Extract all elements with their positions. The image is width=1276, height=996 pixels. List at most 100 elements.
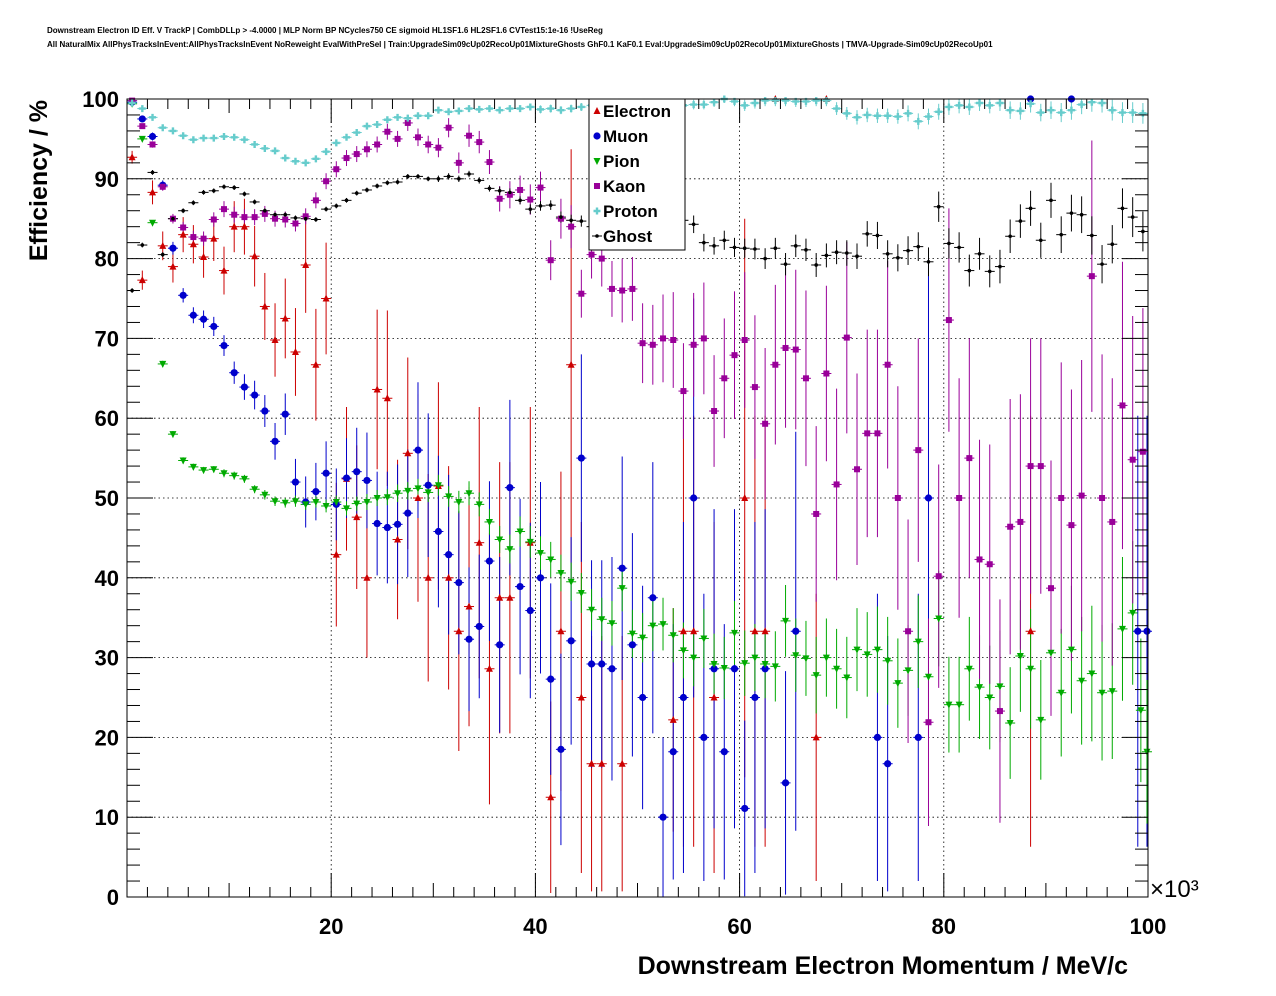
proton-data-point — [1006, 106, 1014, 114]
pion-data-point — [281, 499, 289, 507]
kaon-data-point — [496, 195, 503, 202]
kaon-data-point — [568, 223, 575, 230]
pion-data-point — [149, 219, 157, 227]
pion-data-point — [475, 501, 483, 509]
pion-data-point — [200, 467, 208, 475]
kaon-data-point — [414, 134, 421, 141]
legend-entry-electron: Electron — [603, 102, 671, 121]
ghost-data-point — [1141, 229, 1145, 234]
proton-data-point — [1078, 101, 1086, 109]
ghost-data-point — [436, 177, 441, 181]
kaon-data-point — [384, 128, 391, 135]
kaon-data-point — [1119, 402, 1126, 409]
kaon-data-point — [629, 285, 636, 292]
proton-data-point — [424, 112, 432, 120]
kaon-data-point — [762, 420, 769, 427]
proton-data-point — [200, 134, 208, 142]
pion-data-point — [271, 498, 279, 506]
chart-header-line-1: Downstream Electron ID Eff. V TrackP | C… — [47, 26, 603, 35]
proton-data-point — [159, 124, 167, 132]
ghost-data-point — [834, 250, 839, 255]
pion-data-point — [230, 472, 238, 480]
ghost-data-point — [987, 269, 992, 274]
electron-data-point — [251, 252, 259, 260]
muon-data-point — [271, 437, 279, 445]
legend-marker-kaon — [594, 183, 600, 189]
electron-data-point — [812, 733, 820, 741]
proton-data-point — [220, 133, 228, 141]
kaon-data-point — [486, 159, 493, 166]
pion-data-point — [720, 664, 728, 672]
proton-data-point — [496, 106, 504, 114]
electron-data-point — [230, 222, 238, 230]
kaon-data-point — [190, 234, 197, 241]
muon-data-point — [884, 760, 892, 768]
pion-data-point — [1037, 716, 1045, 724]
pion-data-point — [669, 632, 677, 640]
electron-data-point — [669, 715, 677, 723]
ghost-data-point — [1090, 233, 1094, 238]
muon-data-point — [547, 675, 555, 683]
pion-data-point — [353, 500, 361, 508]
proton-data-point — [210, 134, 218, 142]
ghost-data-point — [385, 180, 390, 185]
electron-data-point — [149, 188, 157, 196]
pion-data-point — [751, 654, 759, 662]
ghost-data-point — [211, 188, 216, 193]
proton-data-point — [302, 159, 310, 167]
pion-data-point — [1078, 677, 1086, 685]
kaon-data-point — [333, 166, 340, 173]
electron-data-point — [475, 538, 483, 546]
muon-data-point — [342, 474, 351, 482]
proton-data-point — [485, 105, 493, 113]
proton-data-point — [843, 109, 851, 117]
legend-entry-ghost: Ghost — [603, 227, 652, 246]
ghost-data-point — [446, 174, 451, 179]
proton-data-point — [1129, 109, 1137, 117]
proton-data-point — [945, 103, 953, 111]
ghost-data-point — [293, 216, 298, 220]
kaon-data-point — [782, 344, 789, 351]
electron-data-point — [598, 759, 606, 767]
muon-data-point — [628, 641, 636, 649]
electron-data-point — [302, 260, 310, 268]
proton-data-point — [271, 147, 279, 155]
kaon-data-point — [649, 341, 656, 348]
ghost-data-point — [712, 244, 716, 248]
proton-data-point — [322, 148, 330, 156]
proton-data-point — [1118, 109, 1126, 117]
kaon-data-point — [588, 251, 595, 258]
muon-data-point — [475, 622, 483, 631]
kaon-data-point — [772, 361, 779, 368]
kaon-data-point — [680, 388, 687, 395]
ghost-data-point — [702, 240, 706, 245]
electron-data-point — [291, 347, 299, 355]
kaon-data-point — [700, 335, 707, 342]
pion-data-point — [649, 622, 657, 630]
muon-data-point — [363, 476, 371, 485]
kaon-data-point — [180, 224, 187, 231]
muon-data-point — [730, 665, 739, 673]
electron-data-point — [690, 627, 698, 635]
legend-entry-kaon: Kaon — [603, 177, 646, 196]
muon-data-point — [536, 574, 545, 582]
pion-data-point — [894, 680, 902, 688]
proton-data-point — [332, 139, 340, 147]
proton-data-point — [935, 108, 943, 116]
y-tick-label: 60 — [95, 406, 119, 431]
proton-data-point — [690, 101, 698, 109]
muon-data-point — [924, 494, 933, 502]
electron-data-point — [353, 513, 361, 521]
kaon-data-point — [843, 334, 850, 341]
grid — [127, 99, 1148, 897]
kaon-data-point — [813, 510, 820, 517]
muon-data-point — [618, 564, 626, 572]
muon-data-point — [659, 813, 667, 821]
pion-data-point — [1098, 689, 1106, 697]
proton-data-point — [445, 108, 453, 116]
ghost-data-point — [1028, 206, 1033, 211]
pion-data-point — [935, 615, 943, 623]
proton-data-point — [1098, 99, 1106, 107]
kaon-data-point — [935, 573, 942, 580]
